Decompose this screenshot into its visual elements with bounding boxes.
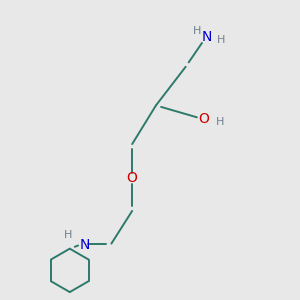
Text: O: O <box>127 171 138 185</box>
Text: N: N <box>80 238 90 252</box>
Text: H: H <box>217 35 226 45</box>
Text: N: N <box>201 30 212 44</box>
Text: O: O <box>198 112 209 126</box>
Text: H: H <box>64 230 73 240</box>
Text: H: H <box>216 117 224 127</box>
Text: H: H <box>194 26 202 36</box>
